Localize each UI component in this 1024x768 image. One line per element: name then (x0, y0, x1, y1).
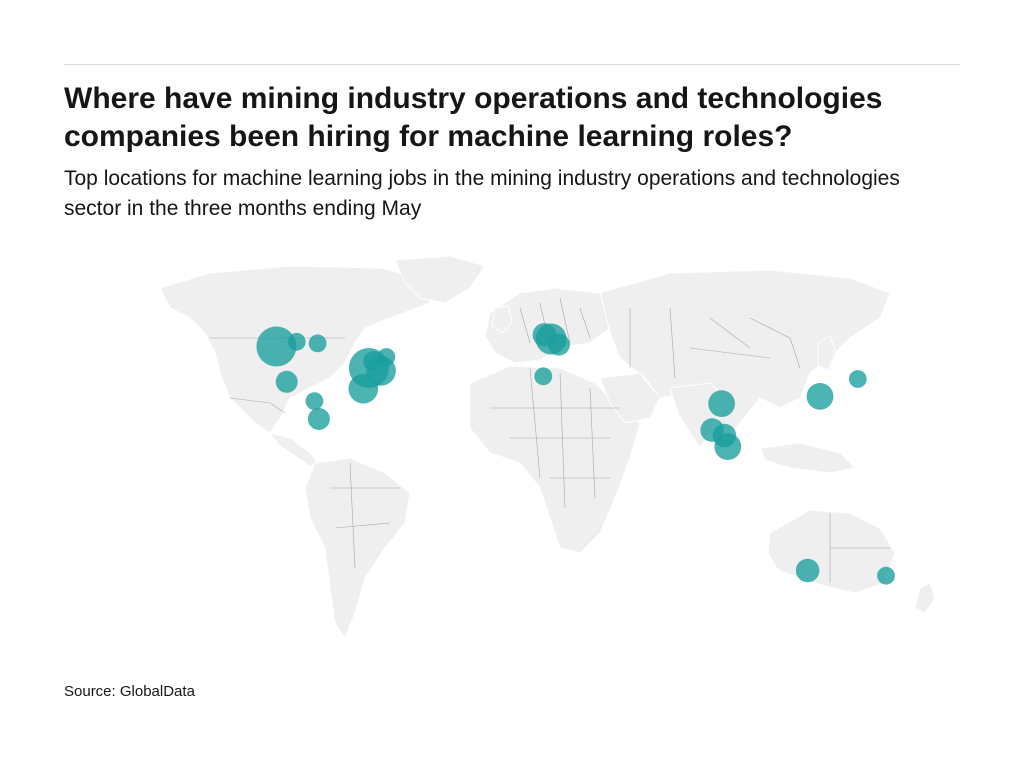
land-australia (767, 509, 896, 594)
location-bubble (275, 370, 298, 393)
chart-subtitle: Top locations for machine learning jobs … (64, 167, 900, 220)
location-bubble (348, 373, 379, 404)
land-japan (817, 335, 837, 371)
border-africa (490, 367, 620, 509)
land-layer (159, 255, 936, 640)
land-arabia (599, 372, 661, 424)
location-bubble (714, 433, 742, 460)
top-divider (64, 64, 960, 65)
location-bubble (806, 383, 834, 410)
land-south-america (304, 457, 411, 640)
location-bubble (287, 332, 306, 351)
border-south-america (330, 462, 400, 569)
world-map (159, 255, 936, 640)
location-bubble (308, 334, 327, 353)
land-greenland (394, 255, 486, 304)
location-bubble (795, 558, 820, 583)
land-uk (491, 305, 513, 334)
border-asia (629, 307, 801, 379)
border-australia (829, 513, 890, 583)
land-asia (599, 269, 891, 444)
location-bubble (708, 390, 735, 417)
location-bubble (534, 367, 553, 386)
source-note: Source: GlobalData (64, 683, 195, 700)
location-bubble (877, 566, 895, 585)
border-us-mexico (229, 397, 286, 414)
land-new-zealand (914, 582, 936, 614)
chart-title: Where have mining industry operations an… (64, 82, 883, 153)
location-bubble (547, 333, 570, 356)
location-bubble (305, 392, 324, 410)
location-bubble (848, 370, 867, 388)
bubble-layer (256, 323, 895, 585)
land-central-america (268, 432, 319, 467)
location-bubble (307, 408, 330, 430)
land-africa (469, 365, 641, 554)
location-bubble (256, 326, 297, 367)
land-se-asia (759, 442, 857, 474)
location-bubble (377, 348, 396, 366)
